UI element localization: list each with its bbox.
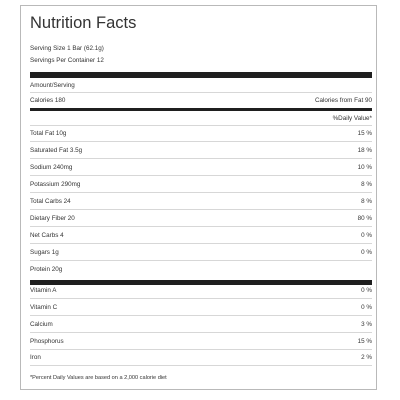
calories-label: Calories 180 [30,97,66,104]
nutrient-name: Total Fat 10g [30,130,67,137]
nutrient-name: Protein 20g [30,266,63,273]
nutrient-daily-value: 0 % [361,249,372,256]
nutrient-daily-value: 8 % [361,198,372,205]
divider [30,260,372,261]
nutrient-name: Potassium 290mg [30,181,81,188]
thick-divider-vitamins [30,280,372,285]
nutrient-daily-value: 18 % [357,147,372,154]
vitamin-daily-value: 0 % [361,287,372,294]
divider [30,158,372,159]
nutrient-name: Sodium 240mg [30,164,73,171]
divider [30,243,372,244]
nutrient-daily-value: 0 % [361,232,372,239]
divider [30,192,372,193]
nutrient-daily-value: 8 % [361,181,372,188]
vitamin-name: Vitamin C [30,304,58,311]
divider [30,365,372,366]
thick-divider [30,72,372,78]
nutrient-daily-value: 10 % [357,164,372,171]
vitamin-daily-value: 15 % [357,338,372,345]
nutrient-name: Dietary Fiber 20 [30,215,75,222]
vitamin-daily-value: 2 % [361,354,372,361]
nutrition-facts-panel [20,5,377,390]
divider [30,226,372,227]
nutrient-name: Saturated Fat 3.5g [30,147,83,154]
servings-per-container: Servings Per Container 12 [30,57,104,64]
medium-divider [30,108,372,111]
nutrient-daily-value: 80 % [357,215,372,222]
daily-value-header: %Daily Value* [332,115,372,122]
divider [30,141,372,142]
divider [30,125,372,126]
divider [30,298,372,299]
vitamin-daily-value: 3 % [361,321,372,328]
vitamin-name: Phosphorus [30,338,64,345]
divider [30,315,372,316]
calories-from-fat-label: Calories from Fat 90 [314,97,372,104]
nutrient-name: Sugars 1g [30,249,59,256]
divider [30,349,372,350]
label-title: Nutrition Facts [30,14,137,32]
vitamin-name: Calcium [30,321,53,328]
nutrient-name: Net Carbs 4 [30,232,64,239]
nutrient-daily-value: 15 % [357,130,372,137]
vitamin-name: Iron [30,354,41,361]
divider [30,332,372,333]
footnote: *Percent Daily Values are based on a 2,0… [30,375,167,381]
vitamin-daily-value: 0 % [361,304,372,311]
divider [30,209,372,210]
divider [30,92,372,93]
nutrient-name: Total Carbs 24 [30,198,71,205]
amount-per-serving-label: Amount/Serving [30,82,75,89]
vitamin-name: Vitamin A [30,287,57,294]
serving-size: Serving Size 1 Bar (62.1g) [30,45,104,52]
divider [30,175,372,176]
